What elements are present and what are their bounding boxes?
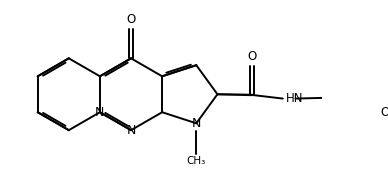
Text: HN: HN	[286, 92, 303, 105]
Text: N: N	[95, 106, 105, 119]
Text: N: N	[192, 117, 201, 130]
Text: CH₃: CH₃	[187, 156, 206, 166]
Text: O: O	[380, 106, 388, 119]
Text: O: O	[248, 50, 257, 63]
Text: N: N	[126, 124, 136, 137]
Text: O: O	[126, 13, 136, 26]
